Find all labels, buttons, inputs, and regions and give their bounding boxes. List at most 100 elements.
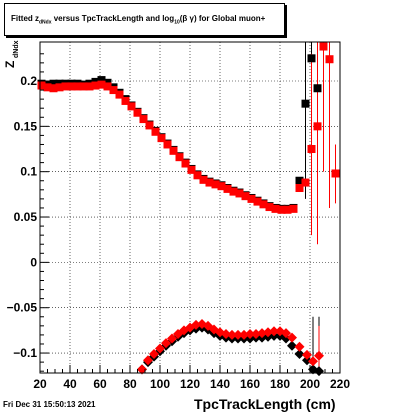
x-tick-label: 120 xyxy=(180,377,200,391)
square-marker xyxy=(157,134,166,143)
title-sub-a: dNdx xyxy=(39,19,52,26)
x-tick-label: 20 xyxy=(33,377,47,391)
square-marker xyxy=(115,90,124,99)
square-marker xyxy=(193,171,202,180)
y-tick-label: 0.1 xyxy=(20,165,37,179)
diamond-marker xyxy=(308,356,318,367)
x-tick-label: 40 xyxy=(63,377,77,391)
square-marker xyxy=(145,121,154,130)
diamond-marker xyxy=(281,333,291,344)
square-marker xyxy=(223,184,232,193)
y-tick-label: −0.1 xyxy=(13,346,37,360)
diamond-marker xyxy=(294,341,305,352)
diamond-marker xyxy=(257,328,267,339)
diamond-marker xyxy=(143,355,153,366)
y-tick-label: 0.05 xyxy=(14,210,38,224)
diamond-marker xyxy=(314,366,324,377)
square-marker xyxy=(79,82,88,91)
x-axis-label: TpcTrackLength (cm) xyxy=(194,396,336,412)
square-marker xyxy=(37,81,46,90)
title-box: Fitted zdNdx versus TpcTrackLength and l… xyxy=(4,3,285,36)
square-marker xyxy=(73,82,82,91)
square-marker xyxy=(325,55,334,64)
square-marker xyxy=(211,180,220,189)
x-tick-label: 140 xyxy=(210,377,230,391)
square-marker xyxy=(55,83,64,92)
title-part-b: versus TpcTrackLength and log xyxy=(51,14,175,23)
diamond-marker xyxy=(251,329,261,340)
y-axis-label-sub: dNdx xyxy=(13,40,20,58)
y-tick-label: 0.15 xyxy=(14,119,38,133)
square-marker xyxy=(109,86,118,95)
square-marker xyxy=(85,82,94,91)
square-marker xyxy=(247,194,256,203)
diamond-marker xyxy=(314,350,324,361)
square-marker xyxy=(301,178,310,187)
square-marker xyxy=(169,146,178,155)
diamond-marker xyxy=(263,327,273,338)
square-marker xyxy=(259,200,268,209)
square-marker xyxy=(205,178,214,187)
square-marker xyxy=(229,187,238,196)
x-tick-label: 200 xyxy=(300,377,320,391)
square-marker xyxy=(295,176,304,185)
square-marker xyxy=(331,169,340,178)
square-marker xyxy=(277,205,286,214)
y-tick-label: 0.2 xyxy=(20,74,37,88)
y-axis-label-main: Z xyxy=(3,61,17,68)
square-marker xyxy=(283,205,292,214)
square-marker xyxy=(91,81,100,90)
x-tick-label: 160 xyxy=(240,377,260,391)
square-marker xyxy=(307,145,316,154)
x-tick-label: 180 xyxy=(270,377,290,391)
diamond-marker xyxy=(161,338,171,349)
square-marker xyxy=(217,182,226,191)
chart-title: Fitted zdNdx versus TpcTrackLength and l… xyxy=(11,14,265,26)
y-tick-label: 0 xyxy=(30,255,37,269)
diamond-marker xyxy=(281,328,291,339)
diamond-marker xyxy=(245,329,255,340)
square-marker xyxy=(61,82,70,91)
square-marker xyxy=(307,54,316,63)
square-marker xyxy=(241,192,250,201)
diamond-marker xyxy=(191,319,201,330)
square-marker xyxy=(289,204,298,213)
x-tick-label: 220 xyxy=(330,377,350,391)
marker-layer xyxy=(37,42,340,377)
diamond-marker xyxy=(149,348,159,359)
tick-layer: 20 40 60 80 100 120 140 160 180 200 220 −0.1 −0.05 0 0… xyxy=(7,53,350,391)
square-marker xyxy=(151,127,160,136)
square-marker xyxy=(103,82,112,91)
square-marker xyxy=(319,42,328,51)
timestamp: Fri Dec 31 15:50:13 2021 xyxy=(3,400,96,409)
diamond-marker xyxy=(233,329,243,340)
square-marker xyxy=(163,140,172,149)
square-marker xyxy=(235,189,244,198)
diamond-marker xyxy=(287,340,297,351)
square-marker xyxy=(271,204,280,213)
diamond-marker xyxy=(302,349,312,360)
x-tick-label: 80 xyxy=(123,377,137,391)
diamond-marker xyxy=(221,329,231,340)
square-marker xyxy=(295,184,304,193)
square-marker xyxy=(49,79,58,88)
x-tick-label: 60 xyxy=(93,377,107,391)
diamond-marker xyxy=(167,333,177,344)
diamond-marker xyxy=(269,326,279,337)
square-marker xyxy=(133,108,142,117)
square-marker xyxy=(253,197,262,206)
y-tick-label: −0.05 xyxy=(7,301,38,315)
diamond-marker xyxy=(302,355,312,366)
square-marker xyxy=(181,159,190,168)
square-marker xyxy=(121,96,130,105)
title-sub-b: 10 xyxy=(174,19,180,26)
square-marker xyxy=(199,175,208,184)
diamond-marker xyxy=(287,332,297,343)
y-axis-label: Z dNdx xyxy=(3,40,20,68)
diamond-marker xyxy=(155,343,165,354)
square-marker xyxy=(67,82,76,91)
title-part-c: (β γ) for Global muon+ xyxy=(179,14,266,23)
square-marker xyxy=(313,84,322,93)
square-marker xyxy=(139,115,148,124)
square-marker xyxy=(187,165,196,174)
